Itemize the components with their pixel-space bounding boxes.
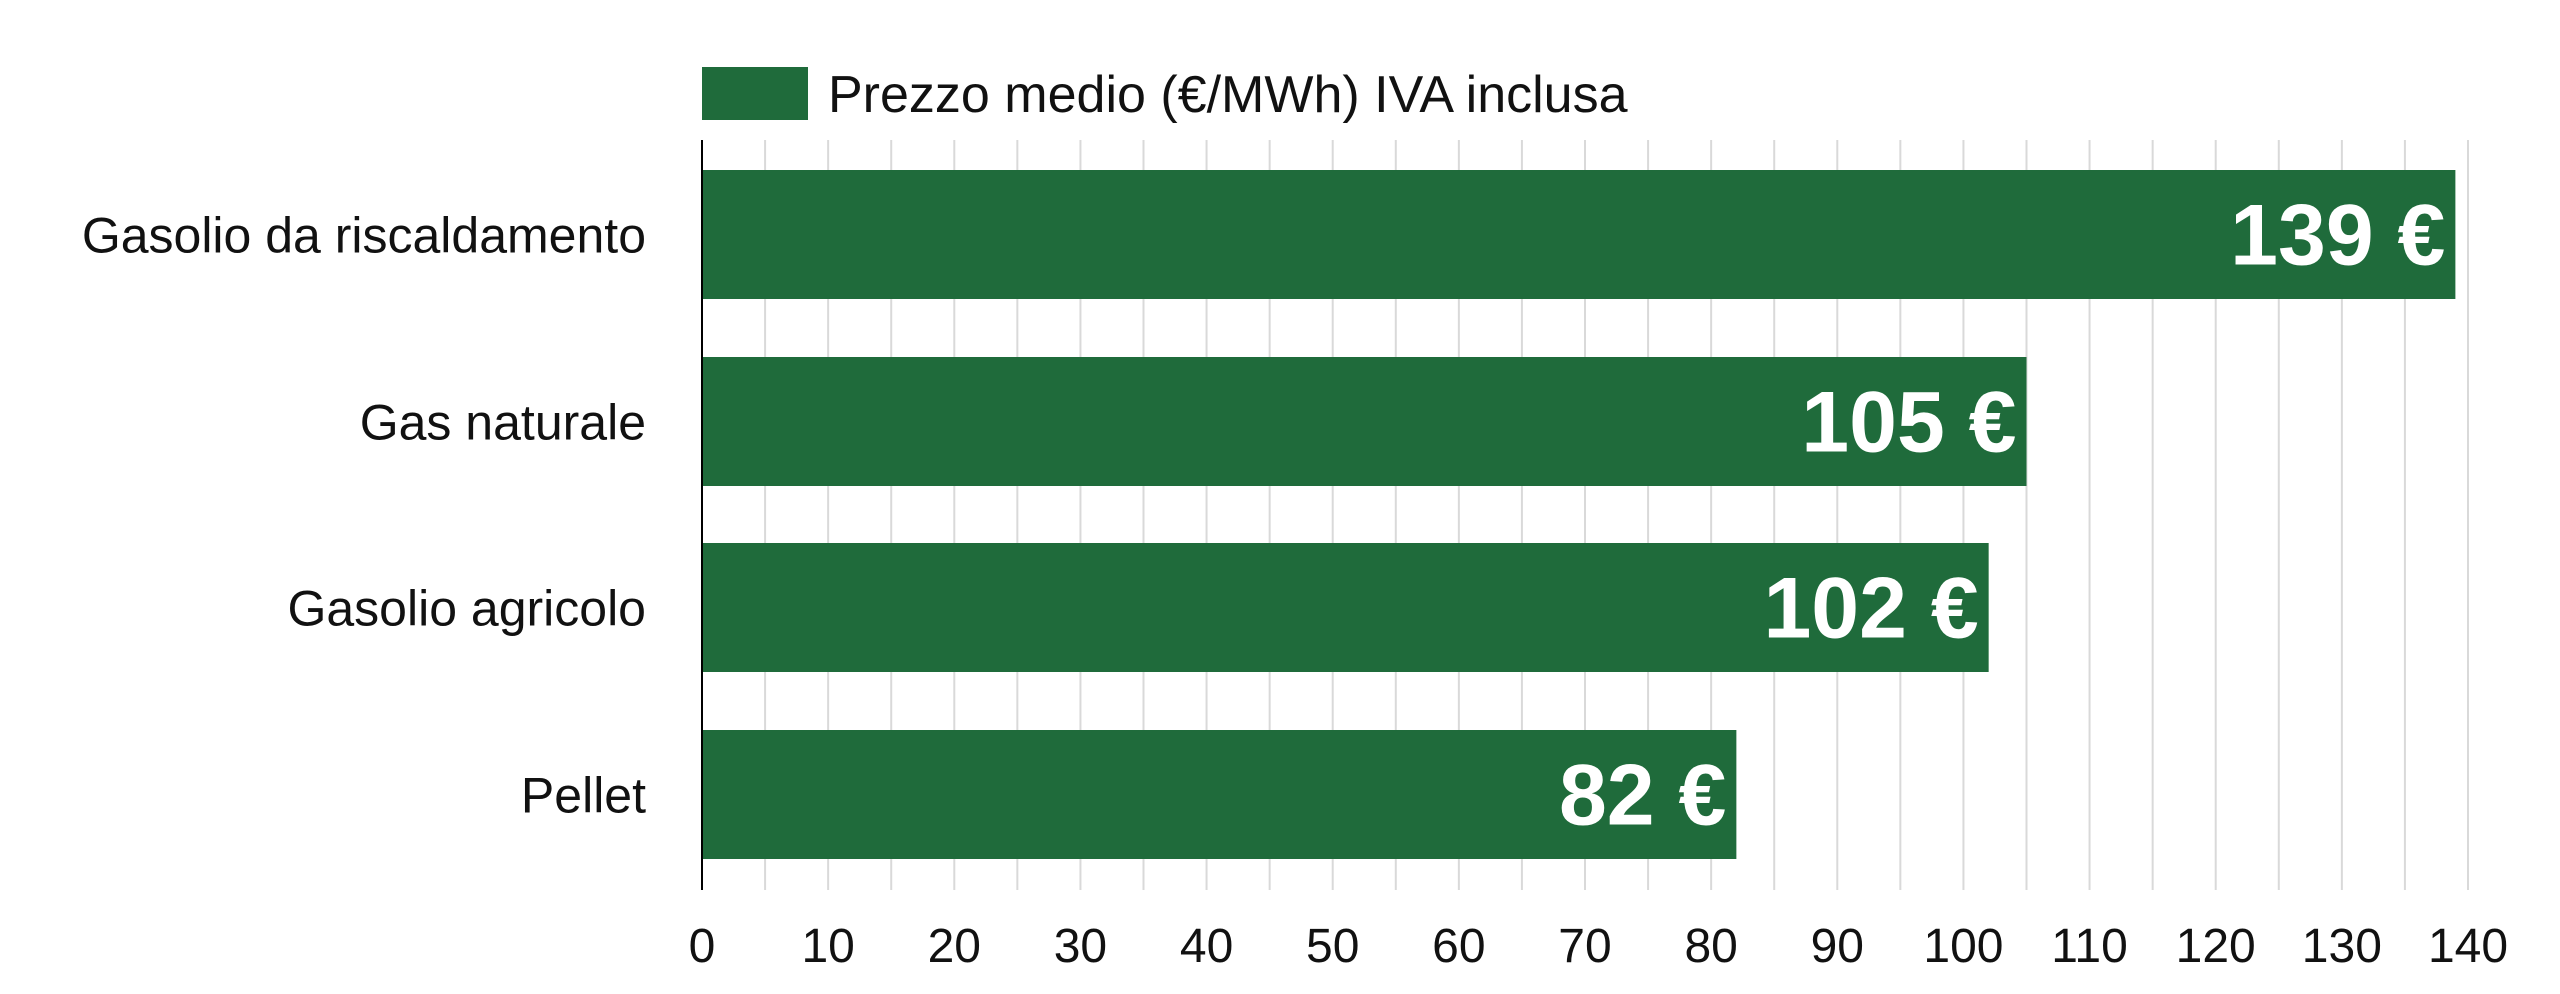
x-tick-label: 70 xyxy=(1558,920,1611,973)
x-tick-label: 40 xyxy=(1180,920,1233,973)
legend-swatch xyxy=(702,67,808,120)
bar xyxy=(702,730,1737,859)
x-tick-label: 20 xyxy=(928,920,981,973)
data-label: 105 € xyxy=(1801,375,2016,471)
category-label: Gasolio da riscaldamento xyxy=(82,208,646,264)
x-tick-label: 130 xyxy=(2302,920,2382,973)
bars: 139 € 105 € 102 € 82 € xyxy=(702,170,2456,859)
x-tick-label: 140 xyxy=(2428,920,2508,973)
x-tick-label: 110 xyxy=(2051,920,2128,973)
category-label: Gas naturale xyxy=(360,395,646,451)
x-tick-label: 80 xyxy=(1684,920,1737,973)
x-tick-labels: 0 10 20 30 40 50 60 70 80 90 100 110 120 130 140 xyxy=(689,920,2508,973)
bar xyxy=(702,357,2027,486)
data-label: 139 € xyxy=(2230,188,2445,284)
category-label: Pellet xyxy=(521,768,646,824)
bar xyxy=(702,170,2456,299)
bar xyxy=(702,543,1989,672)
legend-label: Prezzo medio (€/MWh) IVA inclusa xyxy=(828,66,1628,124)
x-tick-label: 30 xyxy=(1054,920,1107,973)
x-tick-label: 100 xyxy=(1923,920,2003,973)
legend: Prezzo medio (€/MWh) IVA inclusa xyxy=(702,66,1628,124)
x-tick-label: 90 xyxy=(1811,920,1864,973)
category-labels: Gasolio da riscaldamento Gas naturale Gaso… xyxy=(82,208,646,824)
x-tick-label: 0 xyxy=(689,920,716,973)
category-label: Gasolio agricolo xyxy=(287,581,646,637)
x-tick-label: 50 xyxy=(1306,920,1359,973)
data-label: 82 € xyxy=(1559,748,1726,844)
x-tick-label: 60 xyxy=(1432,920,1485,973)
x-tick-label: 120 xyxy=(2176,920,2256,973)
x-tick-label: 10 xyxy=(801,920,854,973)
data-label: 102 € xyxy=(1763,561,1978,657)
